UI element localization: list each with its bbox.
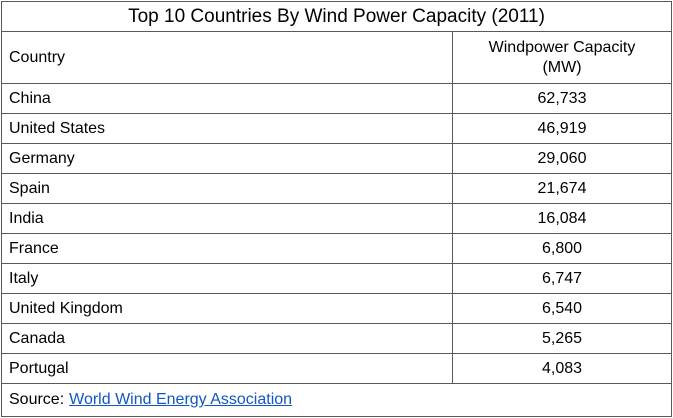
capacity-cell: 46,919: [451, 113, 673, 144]
table-row: Portugal 4,083: [1, 353, 673, 384]
capacity-cell: 5,265: [451, 323, 673, 354]
country-cell: Portugal: [1, 353, 453, 384]
country-cell: France: [1, 233, 453, 264]
capacity-cell: 16,084: [451, 203, 673, 234]
table-row: India 16,084: [1, 203, 673, 234]
source-link[interactable]: World Wind Energy Association: [69, 391, 293, 408]
capacity-cell: 62,733: [451, 83, 673, 114]
table-row: France 6,800: [1, 233, 673, 264]
column-header-capacity: Windpower Capacity (MW): [451, 31, 673, 84]
table-row: Germany 29,060: [1, 143, 673, 174]
country-cell: Italy: [1, 263, 453, 294]
country-cell: China: [1, 83, 453, 114]
table-row: United Kingdom 6,540: [1, 293, 673, 324]
capacity-cell: 6,747: [451, 263, 673, 294]
capacity-cell: 4,083: [451, 353, 673, 384]
title-row: Top 10 Countries By Wind Power Capacity …: [0, 1, 673, 32]
capacity-cell: 6,800: [451, 233, 673, 264]
capacity-cell: 21,674: [451, 173, 673, 204]
table-row: China 62,733: [1, 83, 673, 114]
capacity-cell: 6,540: [451, 293, 673, 324]
country-cell: Canada: [1, 323, 453, 354]
country-cell: India: [1, 203, 453, 234]
country-cell: Germany: [1, 143, 453, 174]
table-row: Spain 21,674: [1, 173, 673, 204]
source-row: Source: World Wind Energy Association: [0, 383, 673, 417]
source-cell: Source: World Wind Energy Association: [0, 383, 673, 417]
table-row: Italy 6,747: [1, 263, 673, 294]
country-cell: Spain: [1, 173, 453, 204]
column-header-country: Country: [1, 31, 453, 84]
country-cell: United States: [1, 113, 453, 144]
source-label: Source:: [9, 391, 65, 408]
country-cell: United Kingdom: [1, 293, 453, 324]
capacity-cell: 29,060: [451, 143, 673, 174]
table-title: Top 10 Countries By Wind Power Capacity …: [0, 1, 673, 32]
table-row: Canada 5,265: [1, 323, 673, 354]
header-row: Country Windpower Capacity (MW): [1, 31, 673, 84]
table-row: United States 46,919: [1, 113, 673, 144]
